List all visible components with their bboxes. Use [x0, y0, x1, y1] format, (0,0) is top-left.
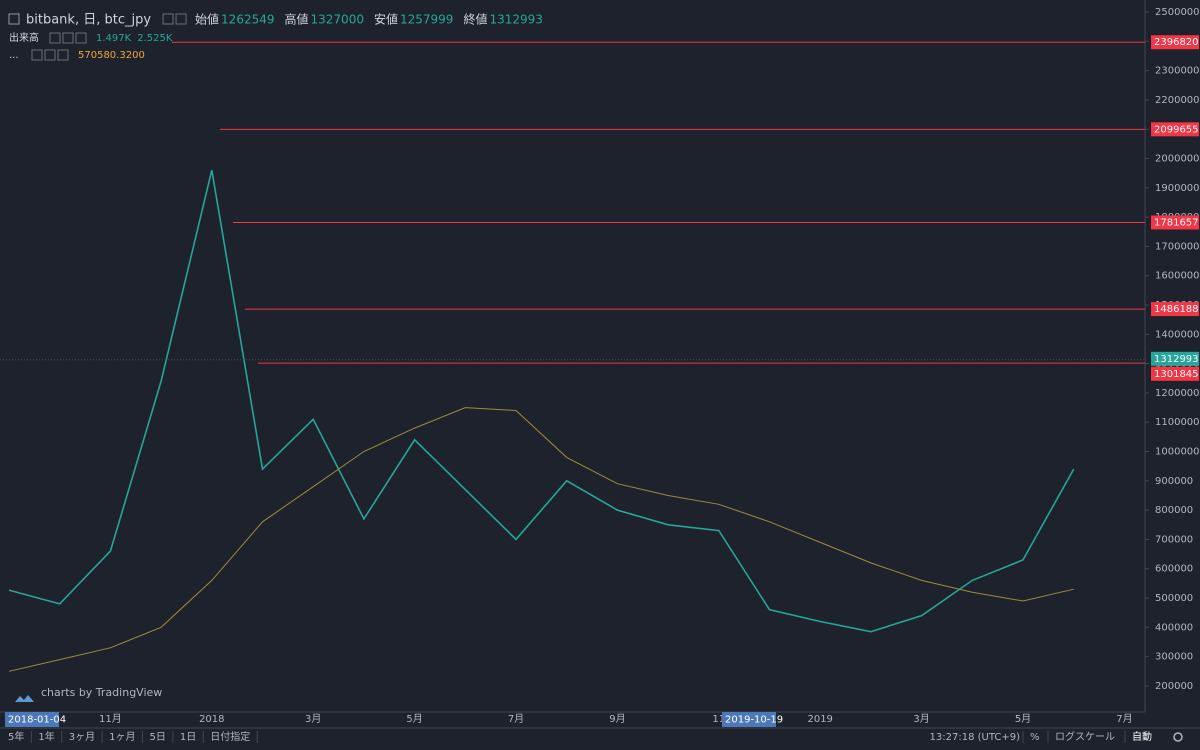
y-tick-label: 300000 — [1155, 652, 1193, 663]
range-button[interactable]: 1年 — [38, 730, 54, 743]
x-tick-label: 3月 — [913, 713, 929, 725]
moving-average-line — [8, 407, 1074, 672]
date-highlight — [5, 712, 59, 727]
x-tick-label: 3月 — [305, 713, 321, 725]
ohlc-label: 安値 — [374, 12, 398, 27]
option-button[interactable]: % — [1030, 732, 1040, 743]
y-tick-label: 1900000 — [1155, 183, 1200, 194]
indicator-button[interactable] — [57, 49, 69, 61]
date-label: 2018-01-04 — [8, 715, 66, 726]
level-box — [1151, 215, 1199, 230]
settings-gear[interactable] — [1173, 732, 1183, 742]
x-tick-label: 5月 — [406, 713, 422, 725]
x-tick-label: 2019 — [807, 714, 832, 725]
volume-label: 出来高 — [9, 31, 39, 44]
y-tick-label: 2500000 — [1155, 7, 1200, 18]
ohlc-value: 1257999 — [400, 13, 453, 27]
range-button[interactable]: 3ヶ月 — [69, 731, 95, 743]
date-label: 2019-10-19 — [725, 715, 783, 726]
volume-value: 1.497K — [96, 33, 132, 44]
level-label: 1781657 — [1154, 217, 1199, 228]
x-tick-label: 2018 — [199, 714, 224, 725]
level-box — [1151, 35, 1199, 50]
indicator-label: ... — [9, 50, 19, 61]
y-tick-label: 800000 — [1155, 505, 1193, 516]
range-button[interactable]: 1日 — [180, 732, 196, 743]
x-tick-label: 5月 — [1015, 713, 1031, 725]
y-tick-label: 2000000 — [1155, 154, 1200, 165]
range-button[interactable]: 日付指定 — [210, 730, 250, 743]
level-box — [1151, 302, 1199, 317]
indicator-button[interactable] — [44, 49, 56, 61]
settings-button[interactable] — [162, 13, 174, 25]
collapse-button[interactable] — [8, 13, 20, 25]
tradingview-logo — [15, 695, 34, 702]
ohlc-value: 1312993 — [489, 13, 542, 27]
watermark: charts by TradingView — [41, 686, 162, 699]
option-button[interactable]: ログスケール — [1055, 730, 1115, 743]
last-price-box — [1151, 351, 1199, 366]
y-tick-label: 500000 — [1155, 593, 1193, 604]
indicator-button[interactable] — [31, 49, 43, 61]
y-tick-label: 600000 — [1155, 564, 1193, 575]
volume-value: 2.525K — [137, 33, 173, 44]
level-box — [1151, 122, 1199, 137]
y-tick-label: 400000 — [1155, 622, 1193, 633]
y-tick-label: 700000 — [1155, 534, 1193, 545]
y-tick-label: 2200000 — [1155, 95, 1200, 106]
indicator-button[interactable] — [62, 32, 74, 44]
x-tick-label: 11 — [712, 714, 725, 725]
x-tick-label: 11月 — [99, 713, 122, 725]
level-label: 2396820 — [1154, 37, 1199, 48]
date-highlight — [722, 712, 776, 727]
price-line — [8, 170, 1075, 633]
level-label: 1486188 — [1154, 304, 1199, 315]
y-tick-label: 1700000 — [1155, 241, 1200, 252]
y-tick-label: 1400000 — [1155, 329, 1200, 340]
y-tick-label: 1000000 — [1155, 447, 1200, 458]
ohlc-value: 1327000 — [311, 13, 364, 27]
range-button[interactable]: 5年 — [8, 730, 24, 743]
indicator-value: 570580.3200 — [78, 50, 145, 61]
ohlc-label: 始値 — [195, 12, 219, 27]
y-tick-label: 1600000 — [1155, 271, 1200, 282]
x-tick-label: 9月 — [609, 713, 625, 725]
y-tick-label: 900000 — [1155, 476, 1193, 487]
level-label: 2099655 — [1154, 124, 1199, 135]
level-box — [1151, 366, 1199, 381]
ohlc-value: 1262549 — [221, 13, 274, 27]
range-button[interactable]: 1ヶ月 — [109, 731, 135, 743]
indicator-button[interactable] — [75, 32, 87, 44]
ohlc-label: 終値 — [463, 12, 487, 27]
symbol: bitbank, 日, btc_jpy — [26, 13, 151, 28]
option-button[interactable]: 自動 — [1132, 730, 1152, 743]
x-tick-label: 7月 — [1116, 713, 1132, 725]
clock: 13:27:18 (UTC+9) — [930, 732, 1021, 743]
x-tick-label: 7月 — [508, 713, 524, 725]
level-label: 1301845 — [1154, 369, 1199, 380]
indicator-button[interactable] — [49, 32, 61, 44]
range-button[interactable]: 5日 — [150, 732, 166, 743]
y-tick-label: 1200000 — [1155, 388, 1200, 399]
y-tick-label: 2300000 — [1155, 66, 1200, 77]
settings-button[interactable] — [175, 13, 187, 25]
y-tick-label: 1100000 — [1155, 417, 1200, 428]
y-tick-label: 200000 — [1155, 681, 1193, 692]
ohlc-label: 高値 — [285, 12, 309, 27]
last-price-label: 1312993 — [1154, 354, 1199, 365]
